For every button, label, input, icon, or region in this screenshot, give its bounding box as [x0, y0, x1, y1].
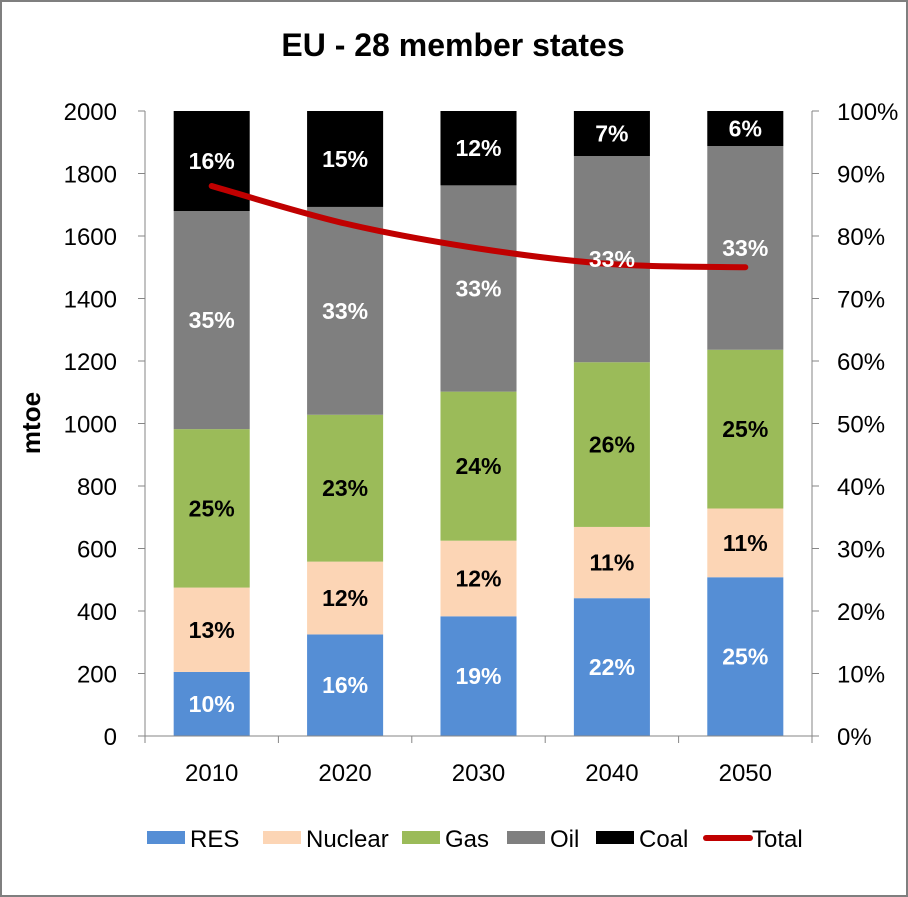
y2-tick-label: 20%: [837, 599, 885, 626]
y-tick-label: 1200: [64, 349, 117, 376]
bar-oil-2030: [440, 185, 517, 392]
bars-layer: [173, 111, 784, 736]
data-label-nuclear-2020: 12%: [322, 585, 368, 611]
data-label-nuclear-2030: 12%: [455, 566, 501, 592]
y-tick-label: 2000: [64, 99, 117, 126]
bar-oil-2050: [707, 146, 784, 350]
bar-oil-2010: [173, 211, 250, 430]
legend-label-res: RES: [190, 826, 239, 853]
y-tick-label: 1800: [64, 162, 117, 189]
y-axis-label: mtoe: [16, 392, 46, 454]
data-label-oil-2020: 33%: [322, 298, 368, 324]
y-tick-label: 400: [77, 599, 117, 626]
bar-coal-2050: [707, 111, 784, 146]
bar-nuclear-2040: [573, 526, 650, 599]
y2-tick-label: 90%: [837, 162, 885, 189]
data-label-gas-2030: 24%: [455, 453, 501, 479]
legend-label-nuclear: Nuclear: [306, 826, 389, 853]
y-tick-label: 600: [77, 537, 117, 564]
x-tick-label: 2010: [185, 760, 238, 787]
data-label-gas-2020: 23%: [322, 475, 368, 501]
data-label-oil-2010: 35%: [189, 307, 235, 333]
bar-gas-2030: [440, 391, 517, 541]
data-label-nuclear-2050: 11%: [723, 530, 768, 556]
bar-res-2010: [173, 671, 250, 736]
bar-res-2030: [440, 616, 517, 736]
legend-label-coal: Coal: [639, 826, 688, 853]
bar-res-2020: [307, 634, 384, 736]
data-label-coal-2020: 15%: [322, 146, 368, 172]
bar-res-2040: [573, 598, 650, 736]
data-label-nuclear-2010: 13%: [189, 617, 235, 643]
data-label-oil-2050: 33%: [722, 235, 768, 261]
data-label-res-2010: 10%: [189, 691, 235, 717]
data-label-coal-2040: 7%: [595, 121, 628, 147]
y-tick-label: 200: [77, 662, 117, 689]
data-label-res-2020: 16%: [322, 672, 368, 698]
data-label-coal-2030: 12%: [455, 135, 501, 161]
bar-nuclear-2030: [440, 540, 517, 617]
y2-tick-label: 60%: [837, 349, 885, 376]
legend-swatch-nuclear: [263, 831, 301, 844]
x-tick-label: 2030: [452, 760, 505, 787]
line-total: [208, 183, 749, 271]
bar-coal-2030: [440, 111, 517, 186]
x-tick-label: 2020: [318, 760, 371, 787]
bar-gas-2050: [707, 349, 784, 509]
y-tick-label: 1600: [64, 224, 117, 251]
y-tick-label: 0: [104, 724, 117, 751]
y-tick-label: 1400: [64, 287, 117, 314]
legend-label-total: Total: [752, 826, 803, 853]
legend-swatch-coal: [596, 831, 634, 844]
legend-swatch-res: [147, 831, 185, 844]
legend-label-oil: Oil: [550, 826, 579, 853]
data-label-coal-2010: 16%: [189, 148, 235, 174]
data-label-gas-2040: 26%: [589, 432, 635, 458]
y2-tick-label: 70%: [837, 287, 885, 314]
y2-tick-label: 0%: [837, 724, 872, 751]
labels-layer: 10% 13% 25% 35% 16% 16% 12% 23% 33% 15% 19% 12% 24% 3…: [189, 116, 769, 717]
bar-res-2050: [707, 577, 784, 736]
y2-tick-label: 50%: [837, 412, 885, 439]
y2-tick-label: 30%: [837, 537, 885, 564]
legend: RES Nuclear Gas Oil Coal Total: [147, 826, 803, 853]
bar-gas-2010: [173, 429, 250, 588]
legend-label-gas: Gas: [445, 826, 489, 853]
line-layer: [208, 183, 749, 271]
data-label-coal-2050: 6%: [729, 116, 762, 142]
x-tick-label: 2040: [585, 760, 638, 787]
bar-gas-2020: [307, 414, 384, 562]
y2-tick-label: 40%: [837, 474, 885, 501]
bar-nuclear-2050: [707, 508, 784, 578]
bar-coal-2040: [573, 111, 650, 156]
y2-tick-label: 10%: [837, 662, 885, 689]
data-label-oil-2030: 33%: [455, 276, 501, 302]
y2-tick-label: 100%: [837, 99, 898, 126]
bar-gas-2040: [573, 362, 650, 527]
legend-swatch-gas: [402, 831, 440, 844]
x-tick-label: 2050: [719, 760, 772, 787]
bar-nuclear-2020: [307, 561, 384, 635]
bar-oil-2020: [307, 206, 384, 415]
axes-layer: 0 200 400 600 800 1000 1200 1400 1600 1800 2000 0% 1…: [64, 99, 899, 787]
y-tick-label: 1000: [64, 412, 117, 439]
data-label-gas-2050: 25%: [722, 416, 768, 442]
legend-swatch-oil: [507, 831, 545, 844]
data-label-nuclear-2040: 11%: [590, 550, 635, 576]
data-label-oil-2040: 33%: [589, 246, 635, 272]
data-label-gas-2010: 25%: [189, 495, 235, 521]
y-tick-label: 800: [77, 474, 117, 501]
y2-tick-label: 80%: [837, 224, 885, 251]
bar-coal-2020: [307, 111, 384, 207]
bar-nuclear-2010: [173, 587, 250, 672]
chart-title: EU - 28 member states: [281, 27, 624, 63]
data-label-res-2050: 25%: [722, 644, 768, 670]
data-label-res-2040: 22%: [589, 654, 635, 680]
data-label-res-2030: 19%: [455, 663, 501, 689]
